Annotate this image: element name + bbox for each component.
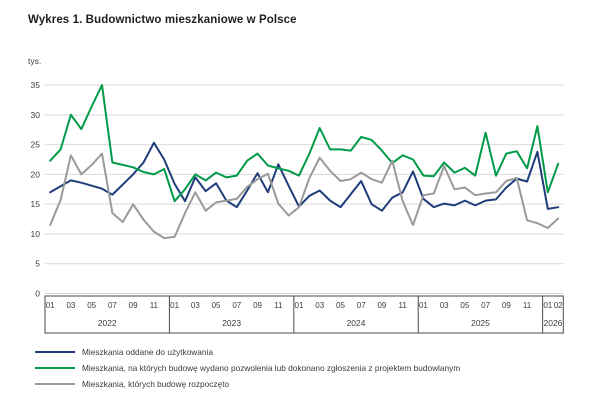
x-tick-label-month: 07 xyxy=(481,301,490,310)
legend-item-completed: Mieszkania oddane do użytkowania xyxy=(35,347,460,357)
x-tick-label-month: 11 xyxy=(150,301,159,310)
x-tick-label-month: 09 xyxy=(502,301,511,310)
x-tick-label-month: 09 xyxy=(129,301,138,310)
x-tick-label-month: 03 xyxy=(191,301,200,310)
x-tick-label-month: 01 xyxy=(46,301,55,310)
series-line-started xyxy=(49,152,560,240)
x-tick-label-month: 01 xyxy=(170,301,179,310)
x-tick-label-month: 05 xyxy=(87,301,96,310)
y-tick-label: 30 xyxy=(31,110,41,120)
y-tick-label: 25 xyxy=(31,140,41,150)
x-tick-label-month: 11 xyxy=(523,301,532,310)
legend-item-permits: Mieszkania, na których budowę wydano poz… xyxy=(35,363,460,373)
x-tick-label-month: 01 xyxy=(419,301,428,310)
x-tick-label-year: 2025 xyxy=(471,318,490,328)
chart-title: Wykres 1. Budownictwo mieszkaniowe w Pol… xyxy=(28,14,297,26)
series-line-permits xyxy=(49,84,560,203)
x-tick-label-year: 2022 xyxy=(98,318,117,328)
x-tick-label-year: 2024 xyxy=(347,318,366,328)
y-tick-label: 15 xyxy=(31,199,41,209)
x-tick-label-month: 09 xyxy=(253,301,262,310)
legend-label-permits: Mieszkania, na których budowę wydano poz… xyxy=(82,363,461,373)
legend-line-swatch-started xyxy=(35,382,75,386)
x-tick-label-month: 07 xyxy=(232,301,241,310)
x-tick-label-month: 07 xyxy=(108,301,117,310)
x-tick-label-month: 01 xyxy=(295,301,304,310)
x-tick-label-month: 03 xyxy=(440,301,449,310)
x-tick-label-month: 03 xyxy=(315,301,324,310)
x-tick-label-year: 2026 xyxy=(544,318,563,328)
x-axis-box xyxy=(44,295,564,334)
x-tick-label-month: 02 xyxy=(554,301,563,310)
legend-label-started: Mieszkania, których budowę rozpoczęto xyxy=(82,379,230,389)
y-tick-label: 10 xyxy=(31,229,41,239)
chart-legend: Mieszkania oddane do użytkowania Mieszka… xyxy=(35,347,460,389)
x-tick-label-month: 05 xyxy=(336,301,345,310)
legend-item-started: Mieszkania, których budowę rozpoczęto xyxy=(35,379,460,389)
x-tick-label-month: 07 xyxy=(357,301,366,310)
x-tick-label-month: 03 xyxy=(66,301,75,310)
legend-line-swatch-permits xyxy=(35,366,75,370)
y-tick-label: 20 xyxy=(31,169,41,179)
x-tick-label-month: 05 xyxy=(212,301,221,310)
series-line-completed xyxy=(49,141,560,212)
y-tick-label: 35 xyxy=(31,80,41,90)
legend-line-swatch-completed xyxy=(35,350,75,354)
y-tick-label: 0 xyxy=(35,289,40,299)
x-tick-label-month: 11 xyxy=(274,301,283,310)
x-tick-label-month: 11 xyxy=(399,301,408,310)
x-tick-label-month: 01 xyxy=(543,301,552,310)
x-tick-label-month: 09 xyxy=(377,301,386,310)
x-tick-label-year: 2023 xyxy=(222,318,241,328)
y-tick-label: 5 xyxy=(35,259,40,269)
y-axis-unit-label: tys. xyxy=(28,56,41,66)
x-tick-label-month: 05 xyxy=(460,301,469,310)
legend-label-completed: Mieszkania oddane do użytkowania xyxy=(82,347,213,357)
